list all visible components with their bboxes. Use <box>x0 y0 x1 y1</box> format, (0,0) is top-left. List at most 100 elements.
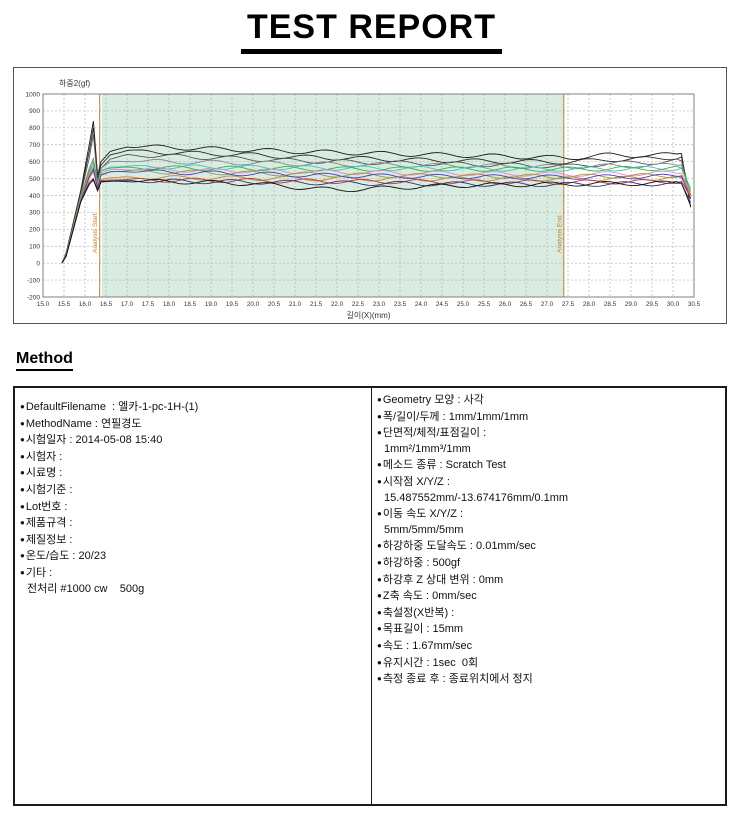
svg-text:0: 0 <box>36 260 40 267</box>
bullet-icon: ● <box>377 411 382 421</box>
method-item: 전처리 #1000 cw 500g <box>27 582 145 595</box>
method-item: ●목표길이 : 15mm <box>377 621 721 638</box>
svg-text:29.5: 29.5 <box>646 301 659 308</box>
method-item-text: 축설정(X반복) : <box>382 606 455 619</box>
method-item-text: 시험일자 : 2014-05-08 15:40 <box>25 434 163 447</box>
svg-text:23.5: 23.5 <box>394 301 407 308</box>
method-item: ●시작점 X/Y/Z : <box>377 474 721 491</box>
svg-text:20.0: 20.0 <box>247 301 260 308</box>
svg-text:16.5: 16.5 <box>100 301 113 308</box>
svg-text:21.0: 21.0 <box>289 301 302 308</box>
series-trace-10 <box>61 168 692 264</box>
bullet-icon: ● <box>377 640 382 650</box>
series-trace-6 <box>61 160 692 264</box>
bullet-icon: ● <box>377 607 382 617</box>
svg-text:-200: -200 <box>27 294 40 301</box>
method-item: ●메소드 종류 : Scratch Test <box>377 457 721 474</box>
marker-label: Analysis Start <box>92 213 99 253</box>
svg-text:100: 100 <box>29 244 40 251</box>
method-item: ●폭/길이/두께 : 1mm/1mm/1mm <box>377 409 721 426</box>
chart-x-title: 길이(X)(mm) <box>346 310 390 320</box>
method-item: ●측정 종료 후 : 종료위치에서 정지 <box>377 671 721 688</box>
svg-text:200: 200 <box>29 227 40 234</box>
svg-text:29.0: 29.0 <box>625 301 638 308</box>
method-item: 5mm/5mm/5mm <box>384 523 464 536</box>
series-trace-1 <box>61 121 692 264</box>
svg-text:19.0: 19.0 <box>205 301 218 308</box>
method-item: ●시험자 : <box>20 449 367 466</box>
bullet-icon: ● <box>377 574 382 584</box>
method-item: ●DefaultFilename : 엘카-1-pc-1H-(1) <box>20 399 367 416</box>
series-trace-11 <box>61 177 691 264</box>
chart-frame: 15.0 15.5 16.0 16.5 17.0 17.5 18.0 18.5 19.0 19.5… <box>13 67 727 324</box>
svg-text:27.5: 27.5 <box>562 301 575 308</box>
method-item: ●유지시간 : 1sec 0회 <box>377 655 721 672</box>
method-item-text: Geometry 모양 : 사각 <box>382 394 484 406</box>
svg-text:28.0: 28.0 <box>583 301 596 308</box>
bullet-icon: ● <box>377 591 382 601</box>
bullet-icon: ● <box>20 501 25 511</box>
svg-text:19.5: 19.5 <box>226 301 239 308</box>
svg-text:25.0: 25.0 <box>457 301 470 308</box>
bullet-icon: ● <box>377 541 382 551</box>
method-left-column: ●DefaultFilename : 엘카-1-pc-1H-(1) ●Method… <box>15 388 371 804</box>
load-displacement-chart: 15.0 15.5 16.0 16.5 17.0 17.5 18.0 18.5 19.0 19.5… <box>26 78 701 320</box>
svg-text:15.0: 15.0 <box>37 301 50 308</box>
svg-text:-100: -100 <box>27 277 40 284</box>
method-item-text: 기타 : <box>25 566 53 579</box>
series-trace-2 <box>61 127 692 264</box>
bullet-icon: ● <box>20 567 25 577</box>
series-trace-7 <box>61 165 692 264</box>
svg-text:1000: 1000 <box>26 91 41 98</box>
method-heading: Method <box>16 350 73 371</box>
bullet-icon: ● <box>377 557 382 567</box>
svg-text:17.5: 17.5 <box>142 301 155 308</box>
method-item: ●Z축 속도 : 0mm/sec <box>377 588 721 605</box>
method-item-text: 하강후 Z 상대 변위 : 0mm <box>382 573 504 586</box>
method-item: ●제품규격 : <box>20 515 367 532</box>
method-item-text: 제품규격 : <box>25 517 73 530</box>
method-item: ●이동 속도 X/Y/Z : <box>377 506 721 523</box>
method-item-text: Z축 속도 : 0mm/sec <box>382 590 477 603</box>
method-item-text: MethodName : 연필경도 <box>25 417 142 430</box>
method-item-text: 시작점 X/Y/Z : <box>382 475 450 488</box>
method-item-text: 시험기준 : <box>25 483 73 496</box>
method-item-text: 목표길이 : 15mm <box>382 623 464 636</box>
svg-text:600: 600 <box>29 159 40 166</box>
bullet-icon: ● <box>20 484 25 494</box>
method-item: ●속도 : 1.67mm/sec <box>377 638 721 655</box>
marker-label: Analysis End <box>556 215 563 253</box>
series-trace-3 <box>61 134 692 264</box>
method-item-text: 시료명 : <box>25 467 63 480</box>
bullet-icon: ● <box>20 468 25 478</box>
bullet-icon: ● <box>377 674 382 684</box>
svg-text:500: 500 <box>29 176 40 183</box>
method-right-column: ●Geometry 모양 : 사각 ●폭/길이/두께 : 1mm/1mm/1mm ●… <box>371 388 725 804</box>
svg-text:18.5: 18.5 <box>184 301 197 308</box>
svg-text:24.0: 24.0 <box>415 301 428 308</box>
method-item-text: 속도 : 1.67mm/sec <box>382 639 473 652</box>
series-trace-13 <box>61 178 692 264</box>
svg-text:22.0: 22.0 <box>331 301 344 308</box>
method-item: ●기타 : <box>20 565 367 582</box>
method-item: ●시료명 : <box>20 465 367 482</box>
method-item: ●Geometry 모양 : 사각 <box>377 392 721 409</box>
svg-text:900: 900 <box>29 108 40 115</box>
method-item: ●시험기준 : <box>20 482 367 499</box>
svg-text:23.0: 23.0 <box>373 301 386 308</box>
svg-text:28.5: 28.5 <box>604 301 617 308</box>
bullet-icon: ● <box>377 624 382 634</box>
bullet-icon: ● <box>20 534 25 544</box>
method-item: ●Lot번호 : <box>20 499 367 516</box>
svg-text:26.5: 26.5 <box>520 301 533 308</box>
method-item: ●하강하중 도달속도 : 0.01mm/sec <box>377 538 721 555</box>
method-item-text: 온도/습도 : 20/23 <box>25 550 107 563</box>
method-item-text: 메소드 종류 : Scratch Test <box>382 459 506 472</box>
svg-text:20.5: 20.5 <box>268 301 281 308</box>
svg-text:26.0: 26.0 <box>499 301 512 308</box>
svg-text:18.0: 18.0 <box>163 301 176 308</box>
series-trace-8 <box>61 167 692 264</box>
method-item-text: DefaultFilename : 엘카-1-pc-1H-(1) <box>25 401 199 413</box>
bullet-icon: ● <box>377 395 382 404</box>
method-item-text: 시험자 : <box>25 450 63 463</box>
